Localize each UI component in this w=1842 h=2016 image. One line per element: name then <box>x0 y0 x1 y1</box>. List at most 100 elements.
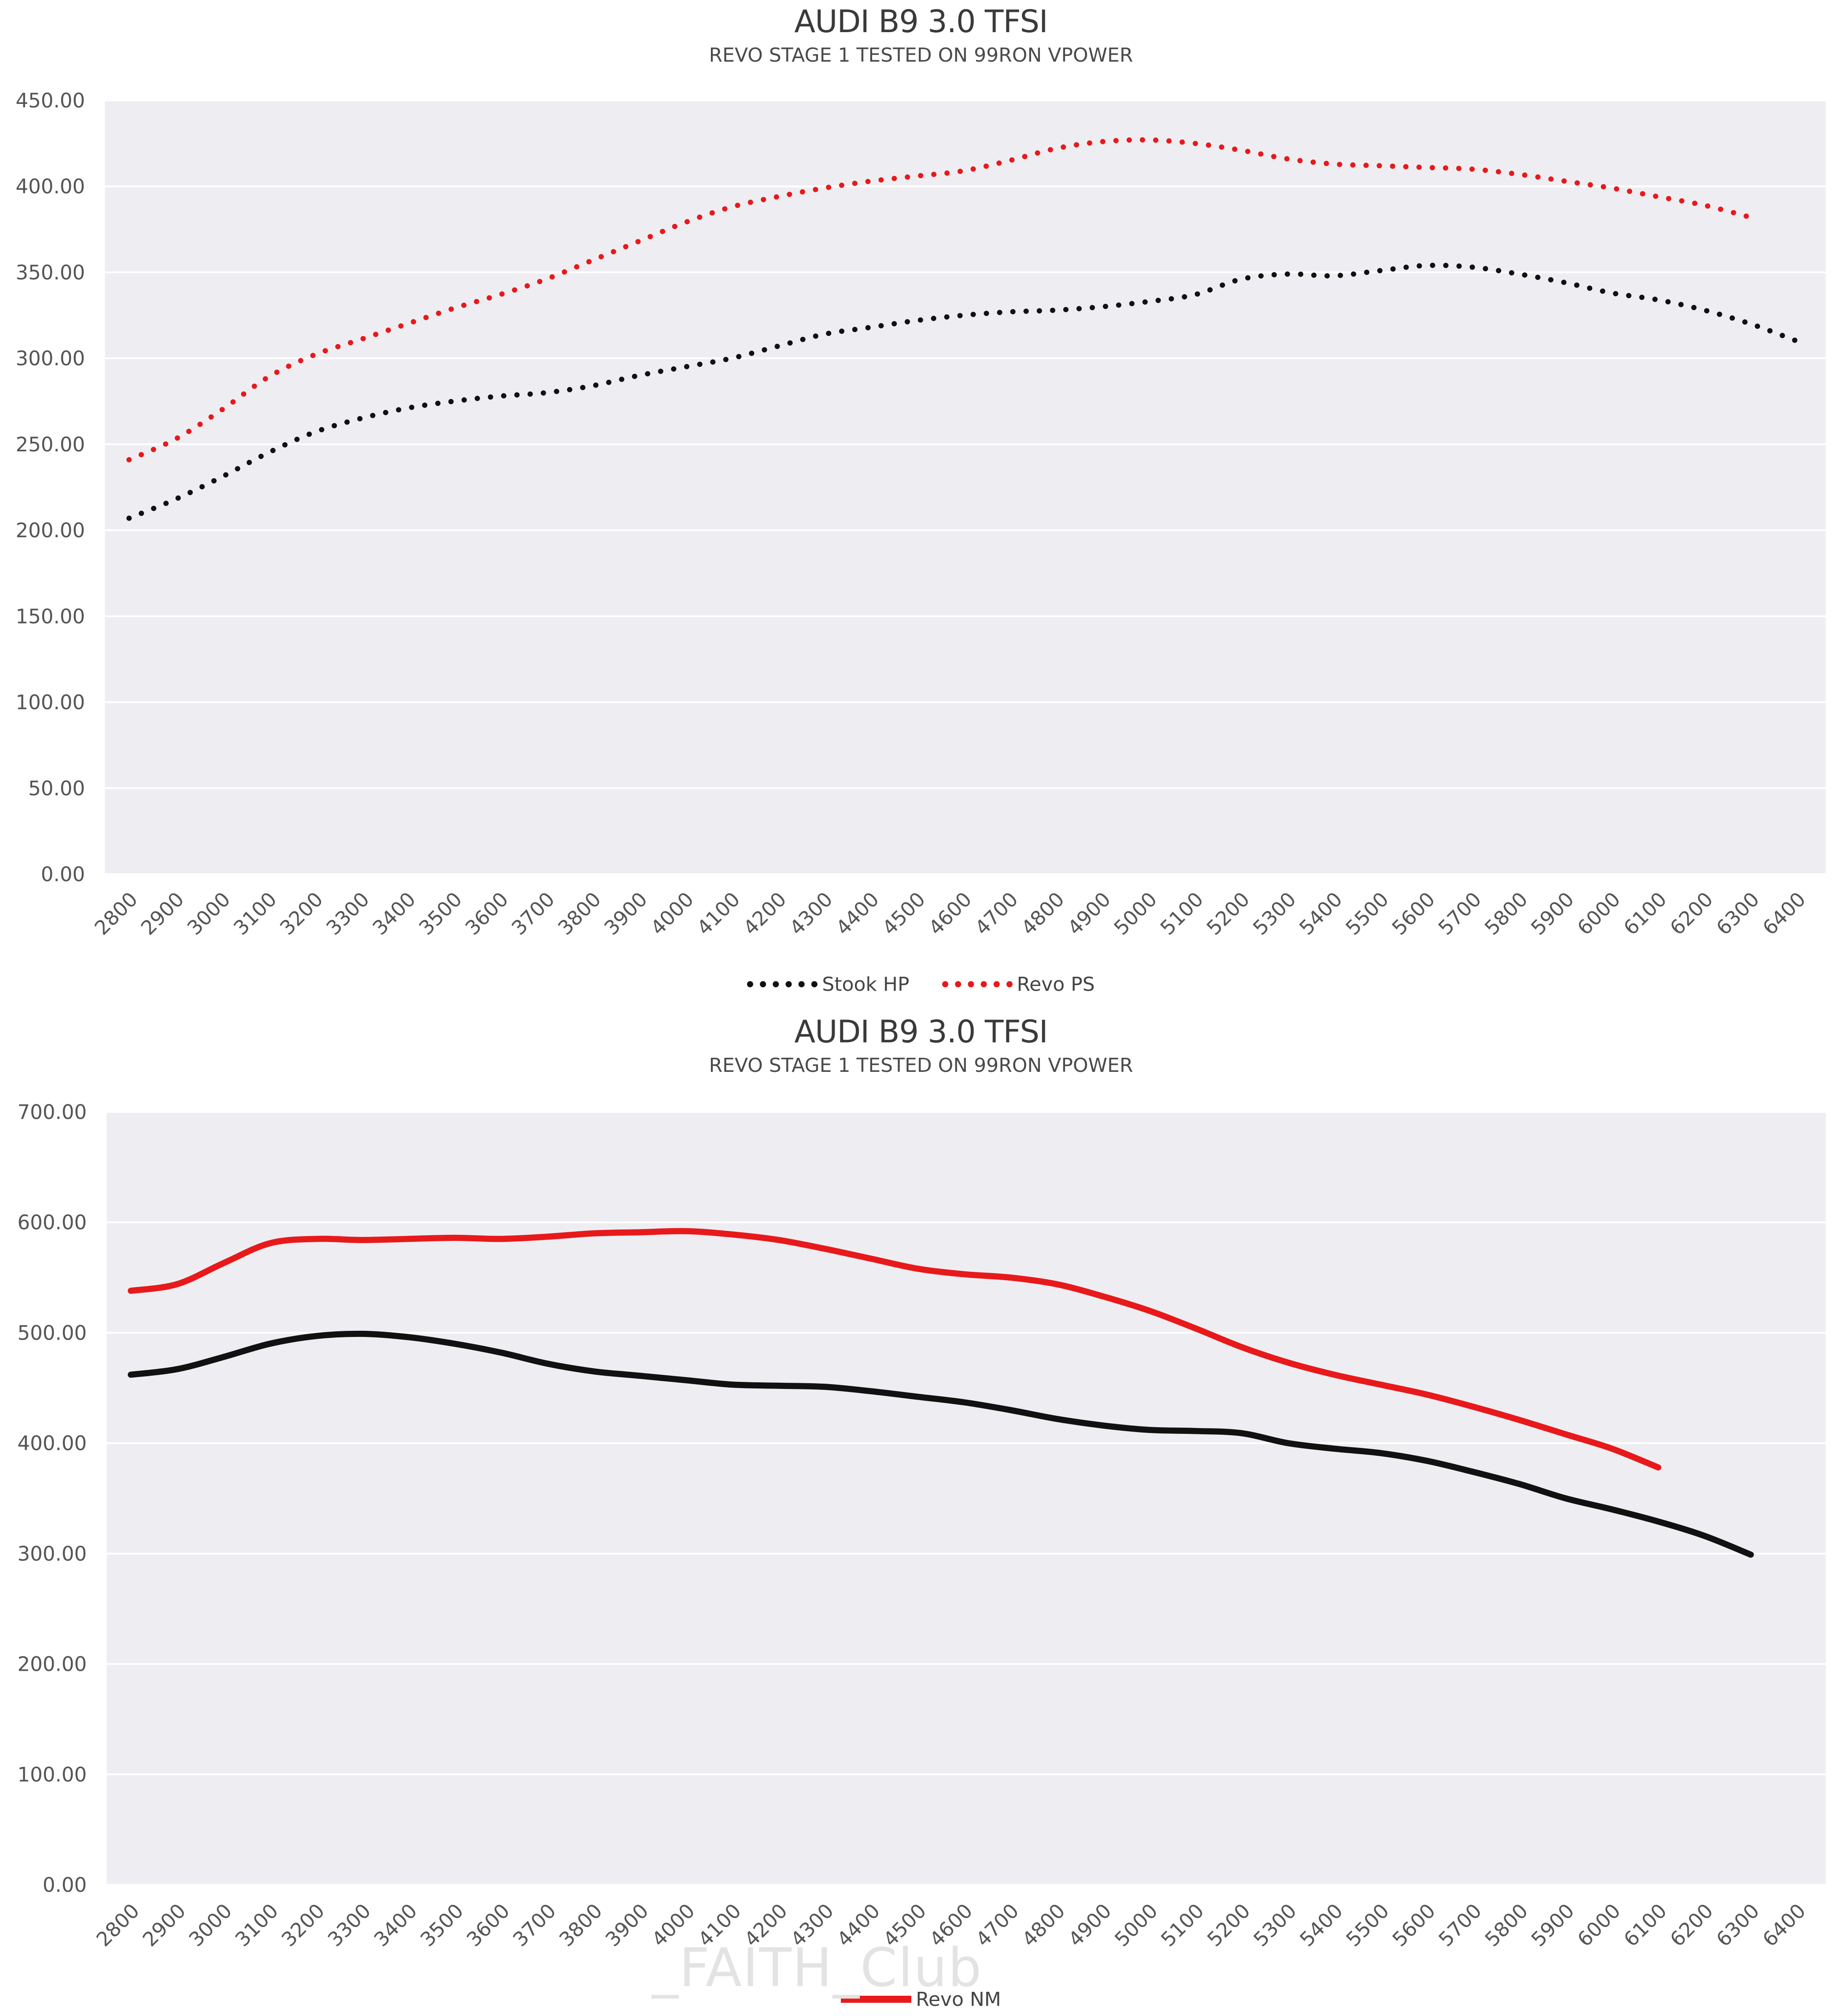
x-tick-label: 3800 <box>555 1899 607 1951</box>
data-point <box>1287 158 1288 160</box>
x-tick-label: 3600 <box>461 887 513 939</box>
data-point <box>824 1386 826 1388</box>
y-tick-label: 150.00 <box>16 605 85 628</box>
x-tick-label: 4900 <box>1064 1899 1116 1951</box>
data-point <box>1333 1448 1335 1450</box>
x-tick-label: 5100 <box>1156 887 1208 939</box>
data-point <box>638 375 640 377</box>
data-point <box>499 395 501 397</box>
legend-swatch-red-solid <box>841 1996 912 2003</box>
data-point <box>1195 1430 1196 1432</box>
x-tick-label: 5700 <box>1434 887 1486 939</box>
data-point <box>685 1230 687 1232</box>
x-tick-label: 3100 <box>231 1899 283 1951</box>
x-tick-label: 4000 <box>646 887 698 939</box>
x-tick-label: 3300 <box>323 1899 375 1951</box>
data-point <box>1518 273 1520 275</box>
data-point <box>1147 301 1149 303</box>
x-tick-label: 3500 <box>416 1899 468 1951</box>
y-tick-label: 0.00 <box>43 1873 87 1897</box>
data-point <box>1010 1409 1011 1411</box>
data-point <box>406 323 408 325</box>
data-point <box>1704 309 1705 311</box>
data-point <box>778 1239 780 1241</box>
data-point <box>360 417 362 419</box>
legend-item-revo-ps[interactable]: Revo PS <box>942 973 1095 996</box>
data-point <box>1519 1419 1520 1421</box>
power-plot: 0.00 50.00 100.00 150.00 200.00 250.00 300.00 3… <box>16 89 1826 940</box>
data-point <box>174 498 176 500</box>
data-point <box>1565 181 1566 182</box>
x-tick-label: 4900 <box>1063 887 1115 939</box>
y-tick-label: 700.00 <box>18 1100 87 1124</box>
series-line-revo-nm <box>128 1228 1661 1471</box>
data-point <box>1750 217 1752 218</box>
x-tick-label: 5900 <box>1526 887 1578 939</box>
data-point <box>916 175 917 177</box>
x-tick-label: 5200 <box>1202 1899 1254 1951</box>
x-tick-label: 3000 <box>183 887 235 939</box>
data-point <box>454 1343 456 1345</box>
y-tick-label: 350.00 <box>16 261 85 284</box>
y-tick-label: 600.00 <box>18 1211 87 1234</box>
x-tick-label: 3900 <box>601 1899 653 1951</box>
x-tick-label: 6000 <box>1573 887 1625 939</box>
x-tick-label: 2900 <box>138 1899 190 1951</box>
data-point <box>1611 1509 1613 1510</box>
data-point <box>1287 1362 1289 1363</box>
x-tick-label: 5500 <box>1342 1899 1394 1951</box>
data-point <box>547 1363 548 1365</box>
data-point <box>1194 143 1195 144</box>
data-point <box>1055 148 1057 149</box>
data-point <box>1380 1384 1381 1385</box>
data-point <box>1611 187 1613 189</box>
data-point <box>1101 141 1103 143</box>
data-point <box>1472 266 1474 268</box>
x-tick-label: 6400 <box>1758 887 1810 939</box>
x-tick-label: 6000 <box>1573 1899 1625 1951</box>
legend-item-revo-nm[interactable]: Revo NM <box>841 1988 1001 2011</box>
legend-swatch-black-dotted <box>747 981 818 987</box>
data-point <box>1102 1296 1104 1297</box>
x-tick-label: 3500 <box>414 887 466 939</box>
data-point <box>1750 1554 1752 1555</box>
data-point <box>176 1283 178 1285</box>
x-tick-label: 2800 <box>92 1899 144 1951</box>
data-point <box>128 459 130 461</box>
data-point <box>870 1390 872 1392</box>
x-tick-label: 3300 <box>322 887 374 939</box>
data-point <box>361 1239 363 1241</box>
x-tick-label: 5100 <box>1156 1899 1208 1951</box>
x-tick-label: 3800 <box>553 887 605 939</box>
x-tick-label: 6100 <box>1619 887 1671 939</box>
data-point <box>1565 282 1566 284</box>
data-point <box>1472 1471 1474 1473</box>
data-point <box>593 1233 595 1234</box>
x-tick-label: 3600 <box>462 1899 514 1951</box>
x-tick-label: 4400 <box>831 887 883 939</box>
data-point <box>684 366 686 368</box>
data-point <box>1333 1374 1335 1376</box>
chart-subtitle: REVO STAGE 1 TESTED ON 99RON VPOWER <box>709 1054 1133 1077</box>
y-tick-label: 500.00 <box>18 1321 87 1344</box>
x-tick-label: 6200 <box>1665 1899 1717 1951</box>
data-point <box>545 392 547 394</box>
data-point <box>1565 1433 1567 1435</box>
x-tick-label: 6400 <box>1758 1899 1810 1951</box>
x-tick-label: 5800 <box>1480 887 1532 939</box>
data-point <box>267 452 269 454</box>
data-point <box>454 1237 456 1239</box>
x-tick-label: 4800 <box>1017 1899 1069 1951</box>
watermark: _FAITH_Club <box>652 1938 983 1999</box>
data-point <box>1611 1448 1613 1450</box>
legend-swatch-red-dotted <box>942 981 1013 987</box>
series-line-series-1 <box>128 1330 1754 1558</box>
data-point <box>500 1352 502 1354</box>
x-tick-label: 6300 <box>1712 1899 1764 1951</box>
legend-item-stook-hp[interactable]: Stook HP <box>747 973 910 996</box>
data-point <box>916 320 917 321</box>
x-tick-label: 4100 <box>692 887 744 939</box>
y-tick-label: 200.00 <box>18 1653 87 1676</box>
data-point <box>1379 165 1381 166</box>
data-point <box>1379 270 1381 272</box>
